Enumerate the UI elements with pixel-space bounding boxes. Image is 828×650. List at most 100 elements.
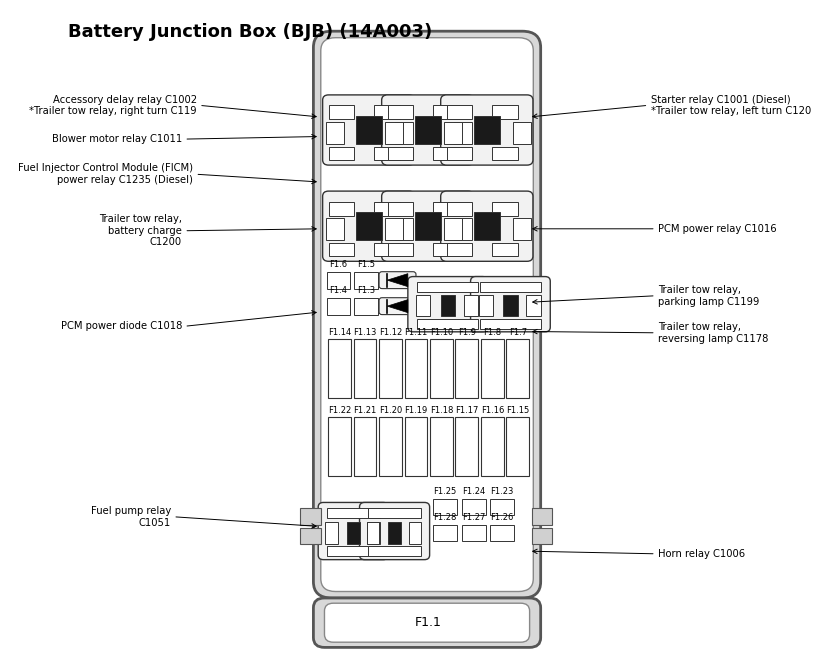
Bar (404, 339, 427, 398)
Bar (354, 298, 377, 315)
Bar (328, 148, 354, 160)
Bar (347, 522, 359, 543)
Bar (432, 525, 457, 541)
Bar (328, 417, 350, 476)
Bar (404, 417, 427, 476)
Text: Starter relay C1001 (Diesel)
*Trailer tow relay, left turn C120: Starter relay C1001 (Diesel) *Trailer to… (650, 94, 810, 116)
Bar (461, 499, 485, 515)
FancyBboxPatch shape (359, 502, 429, 560)
Bar (355, 212, 381, 240)
Bar (366, 522, 378, 543)
Text: F1.15: F1.15 (506, 406, 529, 415)
Bar (300, 508, 320, 525)
Polygon shape (387, 274, 407, 287)
Text: F1.11: F1.11 (404, 328, 427, 337)
FancyBboxPatch shape (381, 95, 474, 165)
Bar (378, 417, 402, 476)
Bar (355, 116, 381, 144)
Text: F1.10: F1.10 (429, 328, 453, 337)
Text: F1.25: F1.25 (433, 487, 456, 496)
Text: Blower motor relay C1011: Blower motor relay C1011 (51, 134, 182, 144)
Bar (326, 546, 379, 556)
FancyBboxPatch shape (322, 191, 414, 261)
Bar (474, 212, 499, 240)
Bar (388, 105, 413, 120)
FancyBboxPatch shape (313, 598, 540, 647)
Text: F1.9: F1.9 (457, 328, 475, 337)
Bar (326, 298, 350, 315)
Bar (430, 417, 452, 476)
Bar (384, 218, 402, 240)
Text: Battery Junction Box (BJB) (14A003): Battery Junction Box (BJB) (14A003) (68, 23, 431, 41)
Bar (446, 202, 472, 216)
Text: F1.21: F1.21 (353, 406, 376, 415)
FancyBboxPatch shape (322, 95, 414, 165)
Bar (532, 508, 551, 525)
Bar (532, 528, 551, 544)
Bar (354, 417, 376, 476)
FancyBboxPatch shape (378, 272, 416, 289)
Bar (430, 339, 452, 398)
Text: Trailer tow relay,
reversing lamp C1178: Trailer tow relay, reversing lamp C1178 (657, 322, 768, 344)
Bar (325, 218, 344, 240)
Text: F1.1: F1.1 (414, 616, 440, 629)
Bar (474, 116, 499, 144)
FancyBboxPatch shape (320, 38, 532, 592)
Bar (325, 522, 338, 543)
Bar (492, 244, 518, 256)
Bar (388, 202, 413, 216)
Bar (408, 522, 421, 543)
Bar (453, 122, 471, 144)
Text: F1.26: F1.26 (489, 513, 513, 522)
Bar (417, 282, 478, 292)
Bar (388, 522, 401, 543)
Bar (326, 508, 379, 519)
Text: F1.20: F1.20 (378, 406, 402, 415)
Text: Trailer tow relay,
battery charge
C1200: Trailer tow relay, battery charge C1200 (99, 214, 182, 248)
Bar (416, 295, 430, 317)
Bar (492, 105, 518, 120)
FancyBboxPatch shape (313, 31, 540, 598)
Bar (394, 218, 412, 240)
Bar (300, 528, 320, 544)
Text: PCM power diode C1018: PCM power diode C1018 (60, 321, 182, 332)
Bar (388, 244, 413, 256)
FancyBboxPatch shape (378, 298, 416, 315)
Bar (489, 499, 513, 515)
Text: Trailer tow relay,
parking lamp C1199: Trailer tow relay, parking lamp C1199 (657, 285, 758, 307)
Text: F1.14: F1.14 (328, 328, 351, 337)
Bar (328, 105, 354, 120)
Polygon shape (387, 300, 407, 313)
Text: F1.17: F1.17 (455, 406, 478, 415)
Bar (417, 318, 478, 329)
Bar (394, 122, 412, 144)
Bar (453, 218, 471, 240)
Bar (326, 272, 350, 289)
Text: F1.19: F1.19 (404, 406, 427, 415)
Bar (373, 202, 400, 216)
Text: F1.6: F1.6 (329, 260, 347, 269)
Bar (446, 105, 472, 120)
Bar (492, 202, 518, 216)
FancyBboxPatch shape (440, 95, 532, 165)
Bar (373, 244, 400, 256)
Bar (414, 212, 440, 240)
Text: F1.8: F1.8 (483, 328, 501, 337)
Text: F1.5: F1.5 (356, 260, 374, 269)
Text: F1.22: F1.22 (328, 406, 351, 415)
Text: Horn relay C1006: Horn relay C1006 (657, 549, 744, 559)
Bar (384, 122, 402, 144)
Bar (440, 295, 455, 317)
Bar (325, 122, 344, 144)
Bar (328, 244, 354, 256)
Bar (446, 148, 472, 160)
Text: PCM power relay C1016: PCM power relay C1016 (657, 224, 776, 234)
Text: Accessory delay relay C1002
*Trailer tow relay, right turn C119: Accessory delay relay C1002 *Trailer tow… (29, 94, 196, 116)
Bar (480, 339, 503, 398)
Bar (443, 122, 461, 144)
Bar (506, 339, 528, 398)
FancyBboxPatch shape (381, 191, 474, 261)
Bar (506, 417, 528, 476)
Text: F1.12: F1.12 (378, 328, 402, 337)
Bar (432, 499, 457, 515)
